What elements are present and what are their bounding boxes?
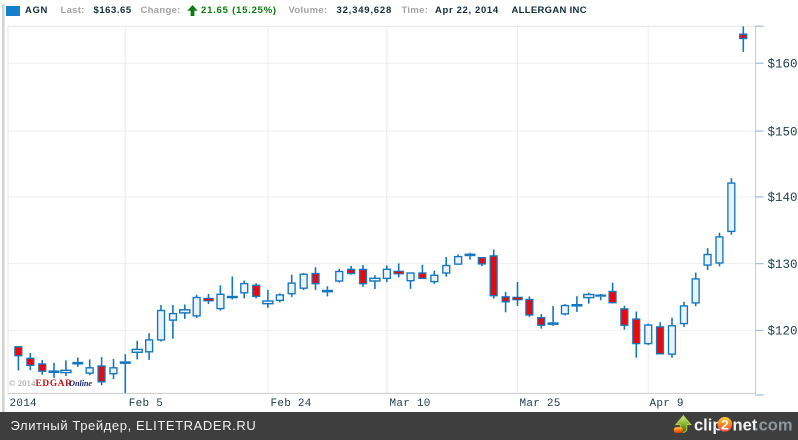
svg-text:© 2014: © 2014 xyxy=(9,378,36,388)
svg-text:EDGAR: EDGAR xyxy=(36,379,73,389)
svg-text:net: net xyxy=(733,417,758,435)
svg-text:$160: $160 xyxy=(768,58,798,72)
svg-text:$140: $140 xyxy=(768,191,798,205)
svg-text:2: 2 xyxy=(721,416,729,432)
svg-text:2014: 2014 xyxy=(10,398,38,410)
svg-text:$130: $130 xyxy=(768,258,798,272)
svg-text:Online: Online xyxy=(69,379,92,388)
svg-text:Mar 10: Mar 10 xyxy=(390,398,431,410)
svg-text:.com: .com xyxy=(754,417,792,435)
svg-text:Feb 24: Feb 24 xyxy=(271,398,312,410)
svg-text:Mar 25: Mar 25 xyxy=(520,398,561,410)
svg-text:Feb 5: Feb 5 xyxy=(129,398,163,410)
svg-text:Apr 9: Apr 9 xyxy=(650,398,684,410)
svg-text:clip: clip xyxy=(694,417,722,435)
svg-text:$120: $120 xyxy=(768,325,798,339)
svg-text:$150: $150 xyxy=(768,125,798,139)
